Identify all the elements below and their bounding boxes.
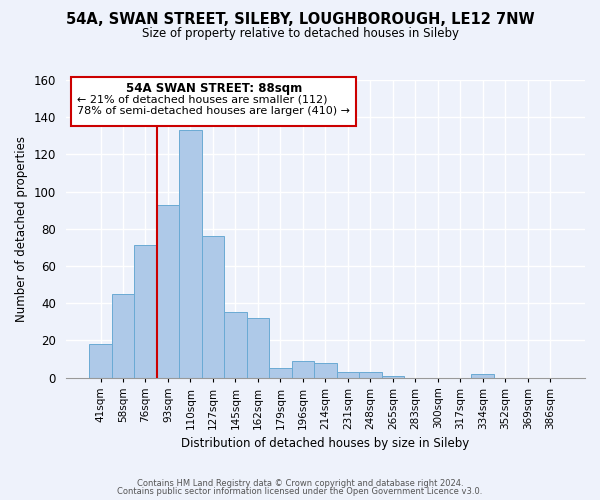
Bar bbox=[314, 362, 337, 378]
Bar bbox=[157, 204, 179, 378]
Bar bbox=[269, 368, 292, 378]
Bar bbox=[89, 344, 112, 378]
Text: Contains HM Land Registry data © Crown copyright and database right 2024.: Contains HM Land Registry data © Crown c… bbox=[137, 478, 463, 488]
Text: 78% of semi-detached houses are larger (410) →: 78% of semi-detached houses are larger (… bbox=[77, 106, 350, 116]
Bar bbox=[179, 130, 202, 378]
Bar bbox=[359, 372, 382, 378]
Text: ← 21% of detached houses are smaller (112): ← 21% of detached houses are smaller (11… bbox=[77, 94, 328, 104]
Text: Size of property relative to detached houses in Sileby: Size of property relative to detached ho… bbox=[142, 28, 458, 40]
Bar bbox=[337, 372, 359, 378]
Text: 54A SWAN STREET: 88sqm: 54A SWAN STREET: 88sqm bbox=[125, 82, 302, 95]
Text: Contains public sector information licensed under the Open Government Licence v3: Contains public sector information licen… bbox=[118, 487, 482, 496]
Bar bbox=[247, 318, 269, 378]
Bar bbox=[382, 376, 404, 378]
X-axis label: Distribution of detached houses by size in Sileby: Distribution of detached houses by size … bbox=[181, 437, 469, 450]
Bar bbox=[472, 374, 494, 378]
Bar bbox=[224, 312, 247, 378]
Y-axis label: Number of detached properties: Number of detached properties bbox=[15, 136, 28, 322]
Bar bbox=[134, 246, 157, 378]
Bar bbox=[292, 361, 314, 378]
Bar bbox=[112, 294, 134, 378]
Bar bbox=[202, 236, 224, 378]
Text: 54A, SWAN STREET, SILEBY, LOUGHBOROUGH, LE12 7NW: 54A, SWAN STREET, SILEBY, LOUGHBOROUGH, … bbox=[65, 12, 535, 28]
